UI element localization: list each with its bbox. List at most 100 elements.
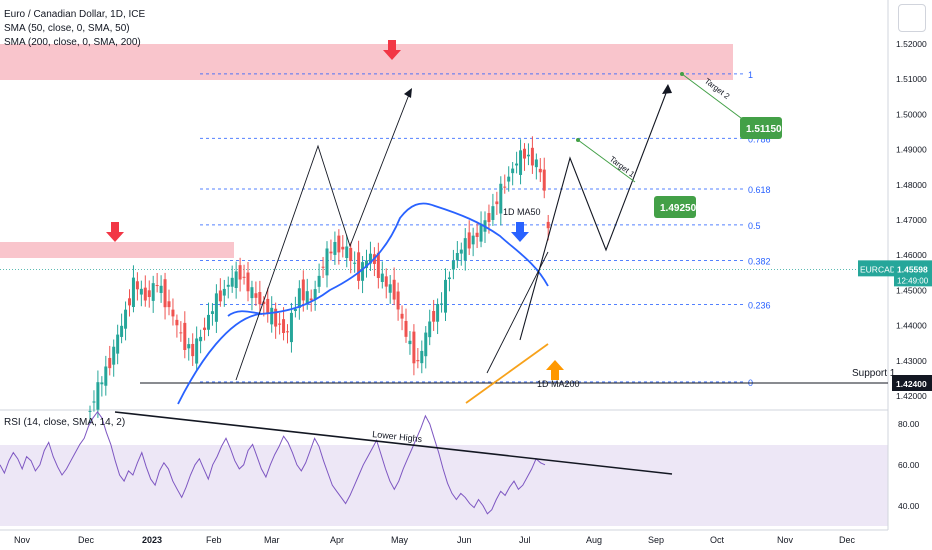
candle[interactable]: [230, 265, 234, 293]
candle[interactable]: [270, 296, 274, 333]
candle[interactable]: [372, 247, 376, 277]
candle[interactable]: [471, 227, 475, 257]
candle[interactable]: [143, 275, 147, 307]
candle[interactable]: [92, 390, 96, 412]
candle[interactable]: [432, 299, 436, 331]
candle[interactable]: [226, 276, 230, 299]
ma200-line[interactable]: [465, 343, 549, 404]
candle[interactable]: [325, 241, 329, 288]
candle[interactable]: [147, 280, 151, 308]
candle[interactable]: [491, 193, 495, 226]
candle[interactable]: [542, 157, 546, 199]
candle[interactable]: [195, 326, 199, 371]
candle[interactable]: [412, 324, 416, 376]
recovery-line[interactable]: [486, 251, 549, 374]
candle[interactable]: [297, 280, 301, 320]
candle[interactable]: [376, 242, 380, 289]
candle[interactable]: [361, 256, 365, 294]
candle[interactable]: [108, 345, 112, 376]
candle[interactable]: [131, 265, 135, 313]
candle[interactable]: [234, 261, 238, 299]
symbol-title[interactable]: Euro / Canadian Dollar, 1D, ICE: [4, 9, 146, 20]
target2-box[interactable]: [740, 117, 782, 139]
candle[interactable]: [242, 264, 246, 285]
candle[interactable]: [436, 298, 440, 335]
candle[interactable]: [495, 191, 499, 215]
candle[interactable]: [345, 235, 349, 268]
candle[interactable]: [171, 298, 175, 326]
candle[interactable]: [507, 166, 511, 192]
candle[interactable]: [203, 317, 207, 341]
chart-settings-button[interactable]: [898, 4, 926, 32]
candle[interactable]: [135, 272, 139, 301]
candle[interactable]: [380, 261, 384, 289]
candle[interactable]: [329, 239, 333, 261]
candle[interactable]: [258, 280, 262, 314]
candle[interactable]: [183, 311, 187, 359]
candle[interactable]: [404, 308, 408, 343]
candle[interactable]: [475, 223, 479, 249]
candle[interactable]: [428, 309, 432, 346]
target2-line[interactable]: [681, 73, 746, 122]
candle[interactable]: [534, 153, 538, 180]
candle[interactable]: [408, 331, 412, 355]
candle[interactable]: [289, 302, 293, 353]
current-price-tag[interactable]: [894, 260, 932, 287]
candle[interactable]: [388, 275, 392, 304]
candle[interactable]: [392, 267, 396, 306]
candle[interactable]: [357, 240, 361, 290]
candle[interactable]: [104, 355, 108, 396]
candle[interactable]: [305, 278, 309, 310]
candle[interactable]: [519, 139, 523, 185]
candle[interactable]: [384, 268, 388, 299]
candle[interactable]: [365, 249, 368, 278]
candle[interactable]: [250, 280, 254, 311]
candle[interactable]: [459, 242, 463, 266]
candle[interactable]: [274, 302, 278, 339]
candle[interactable]: [159, 275, 163, 303]
candle[interactable]: [167, 289, 171, 316]
candle[interactable]: [368, 241, 372, 272]
candle[interactable]: [246, 262, 250, 302]
candle[interactable]: [266, 287, 270, 323]
rsi-trendline[interactable]: [114, 411, 673, 475]
candle[interactable]: [155, 272, 159, 293]
candle[interactable]: [96, 370, 100, 418]
rsi-legend[interactable]: RSI (14, close, SMA, 14, 2): [4, 417, 126, 428]
rise-channel[interactable]: [235, 91, 411, 381]
candle[interactable]: [278, 312, 282, 335]
candle[interactable]: [333, 231, 337, 265]
candle[interactable]: [526, 143, 530, 166]
candle[interactable]: [523, 143, 526, 171]
candle[interactable]: [207, 302, 210, 337]
candle[interactable]: [424, 326, 428, 369]
candle[interactable]: [447, 271, 451, 292]
candle[interactable]: [163, 272, 167, 320]
target1-box[interactable]: [654, 196, 696, 218]
candle[interactable]: [499, 176, 503, 226]
candle[interactable]: [238, 257, 242, 292]
sma200-legend[interactable]: SMA (200, close, 0, SMA, 200): [4, 37, 141, 48]
candle[interactable]: [416, 347, 420, 369]
candle[interactable]: [191, 333, 195, 366]
candle[interactable]: [530, 136, 534, 174]
candle[interactable]: [222, 279, 226, 307]
candle[interactable]: [444, 268, 447, 322]
candle[interactable]: [440, 292, 444, 313]
candle[interactable]: [451, 249, 455, 280]
candle[interactable]: [515, 151, 519, 174]
candle[interactable]: [538, 158, 542, 182]
candle[interactable]: [187, 337, 191, 361]
candle[interactable]: [511, 161, 515, 186]
candle[interactable]: [420, 340, 424, 374]
candle[interactable]: [317, 263, 321, 293]
ma50-line[interactable]: [177, 202, 549, 405]
candle[interactable]: [210, 303, 214, 326]
candle[interactable]: [479, 211, 483, 248]
target1-line[interactable]: [577, 139, 636, 183]
candle[interactable]: [88, 405, 92, 425]
candle[interactable]: [455, 241, 459, 268]
rsi-line[interactable]: [0, 410, 546, 515]
candle[interactable]: [400, 305, 404, 331]
